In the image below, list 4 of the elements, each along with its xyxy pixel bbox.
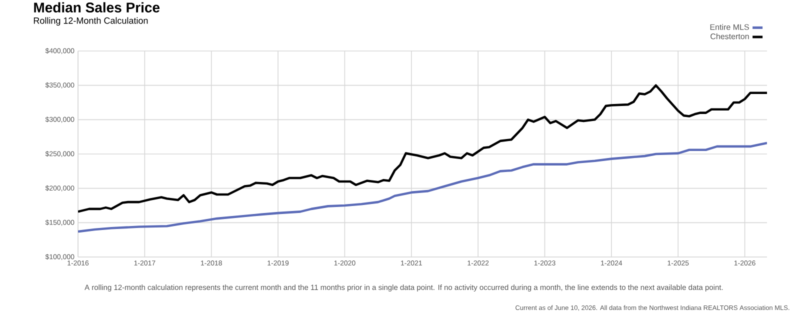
legend-label: Entire MLS <box>710 24 749 30</box>
chart-title: Median Sales Price <box>34 2 160 12</box>
legend-label: Chesterton <box>710 33 749 40</box>
chart-subtitle: Rolling 12-Month Calculation <box>34 17 148 26</box>
